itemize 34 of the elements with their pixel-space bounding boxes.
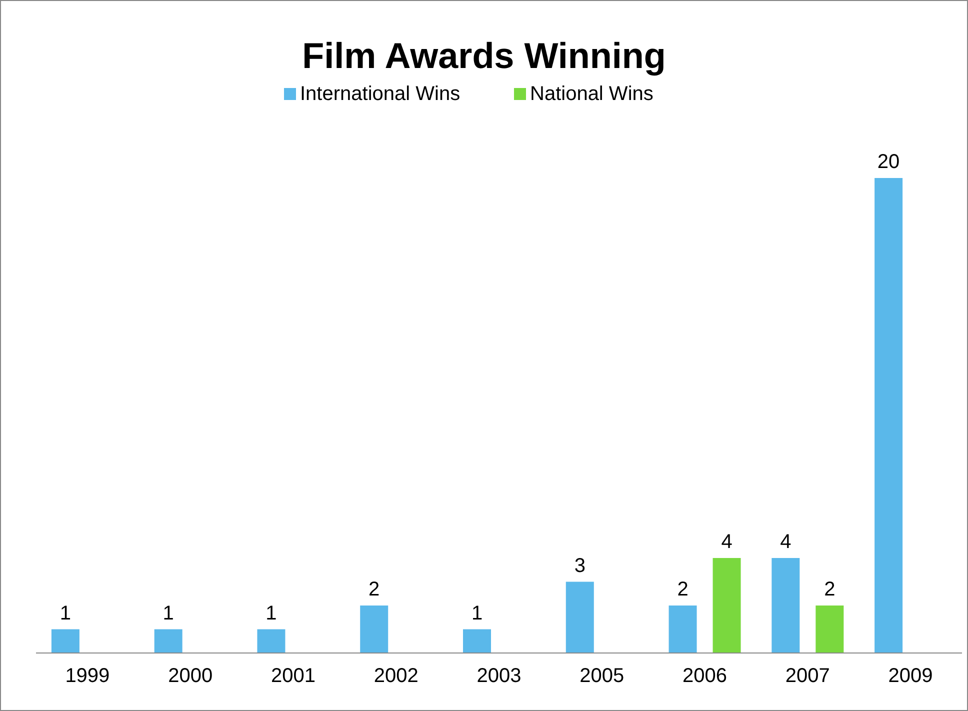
bar (816, 606, 844, 653)
bar (874, 178, 903, 653)
bar (463, 629, 491, 653)
x-tick-label: 2002 (374, 665, 418, 687)
bar (772, 558, 800, 653)
bar (566, 582, 594, 653)
legend-label: National Wins (530, 83, 654, 105)
x-tick-label: 2000 (168, 665, 213, 687)
data-label: 3 (574, 554, 586, 577)
legend-label: International Wins (300, 83, 460, 105)
data-label: 1 (60, 602, 72, 624)
x-tick-label: 2007 (785, 665, 830, 687)
data-label: 2 (677, 578, 688, 600)
x-tick-label: 2003 (476, 665, 522, 687)
x-tick-label: 2005 (580, 665, 624, 687)
bar (257, 629, 286, 653)
x-tick-label: 2009 (888, 665, 933, 687)
data-label: 2 (824, 578, 836, 600)
data-label: 1 (266, 602, 277, 624)
data-label: 20 (877, 151, 900, 173)
data-label: 1 (162, 602, 174, 624)
data-label: 2 (368, 578, 380, 600)
chart-title: Film Awards Winning (302, 35, 666, 76)
data-label: 4 (721, 531, 732, 553)
x-tick-label: 2001 (270, 665, 316, 687)
bar (51, 629, 80, 653)
data-label: 4 (780, 531, 792, 553)
bar (154, 629, 182, 653)
data-label: 1 (471, 602, 483, 624)
bar (668, 606, 697, 653)
x-tick-label: 2006 (682, 665, 728, 687)
bar (360, 606, 388, 653)
x-tick-label: 1999 (65, 665, 110, 687)
bar (712, 558, 741, 653)
